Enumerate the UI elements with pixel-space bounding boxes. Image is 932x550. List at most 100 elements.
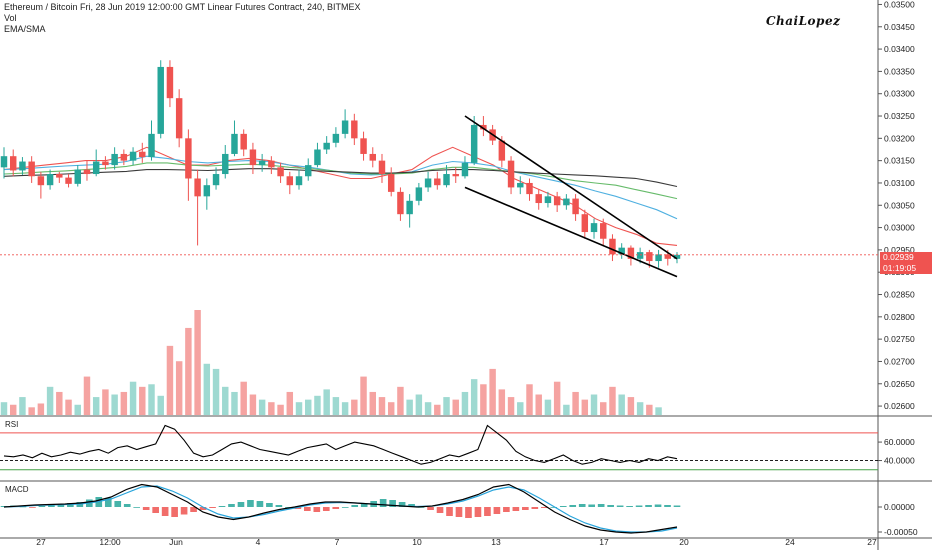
candle-body <box>572 198 579 215</box>
candle-body <box>277 167 284 177</box>
time-tick-label: 27 <box>867 537 877 547</box>
macd-histogram-bar <box>379 499 387 507</box>
macd-histogram-bar <box>654 504 662 507</box>
candle-body <box>268 160 275 168</box>
macd-histogram-bar <box>256 501 264 507</box>
volume-bar <box>166 345 174 415</box>
rsi-tick-label: 40.0000 <box>884 456 915 466</box>
macd-histogram-bar <box>645 505 652 507</box>
candle-body <box>470 124 478 163</box>
price-tick-label: 0.03350 <box>884 66 915 76</box>
macd-histogram-bar <box>474 507 482 517</box>
time-tick-label: 10 <box>412 537 422 547</box>
candle-body <box>185 138 192 179</box>
volume-bar <box>37 403 45 415</box>
volume-bar <box>314 395 321 415</box>
macd-histogram-bar <box>351 505 359 507</box>
macd-histogram-bar <box>285 507 292 508</box>
macd-histogram-bar <box>104 498 112 507</box>
volume-bar <box>65 399 72 415</box>
macd-histogram-bar <box>341 507 349 508</box>
candle-body <box>461 162 469 177</box>
volume-bar <box>212 368 220 415</box>
candle-body <box>526 182 533 195</box>
candle-body <box>387 174 395 192</box>
volume-bar <box>56 391 63 415</box>
volume-bar <box>609 386 616 415</box>
author-signature: ChaiLopez <box>766 14 841 28</box>
candle-body <box>166 66 174 99</box>
macd-histogram-bar <box>152 507 159 513</box>
volume-bar <box>120 391 128 415</box>
macd-histogram-bar <box>540 507 548 508</box>
price-tick-label: 0.03100 <box>884 178 915 188</box>
candle-body <box>341 120 349 134</box>
candle-body <box>56 174 63 178</box>
time-tick-label: 13 <box>491 537 501 547</box>
macd-histogram-bar <box>588 504 596 507</box>
volume-bar <box>397 386 404 415</box>
candle-body <box>139 151 146 158</box>
candle-body <box>535 194 542 204</box>
volume-bar <box>323 389 330 415</box>
macd-histogram-bar <box>218 506 226 507</box>
macd-histogram-bar <box>673 505 681 507</box>
volume-bar <box>305 399 312 415</box>
candle-body <box>74 169 81 184</box>
price-tick-label: 0.03000 <box>884 223 915 233</box>
volume-bar <box>157 395 164 415</box>
candle-body <box>46 174 54 186</box>
price-tick-label: 0.02800 <box>884 312 915 322</box>
macd-histogram-bar <box>436 507 444 513</box>
wedge-trendline-2 <box>464 186 678 278</box>
volume-bar <box>360 376 367 415</box>
candle-body <box>65 177 72 184</box>
time-tick-label: 4 <box>256 537 261 547</box>
macd-histogram-bar <box>522 507 529 510</box>
volume-bar <box>618 394 625 415</box>
candle-body <box>609 238 616 255</box>
macd-histogram-bar <box>266 503 273 507</box>
macd-histogram-bar <box>446 507 453 516</box>
volume-bar <box>489 368 496 415</box>
macd-histogram-bar <box>664 505 671 507</box>
wedge-trendline-1 <box>464 115 678 260</box>
macd-histogram-bar <box>142 507 150 510</box>
candle-body <box>9 156 17 171</box>
price-tick-label: 0.02850 <box>884 290 915 300</box>
volume-bar <box>517 402 524 415</box>
volume-bar <box>461 391 469 415</box>
price-tick-label: 0.03050 <box>884 200 915 210</box>
candle-body <box>203 185 211 197</box>
candle-body <box>498 140 506 161</box>
volume-bar <box>83 376 91 415</box>
price-tick-label: 0.03300 <box>884 89 915 99</box>
candle-body <box>443 174 450 186</box>
volume-bar <box>590 394 598 415</box>
time-tick-label: 24 <box>785 537 795 547</box>
volume-bar <box>434 404 441 415</box>
candle-body <box>249 149 257 166</box>
macd-histogram-bar <box>228 504 235 507</box>
volume-bar <box>102 389 109 415</box>
moving-average-line-4 <box>3 168 678 188</box>
candle-body <box>673 254 681 259</box>
candle-body <box>240 133 247 150</box>
macd-histogram-bar <box>209 507 216 508</box>
volume-bar <box>0 402 8 415</box>
macd-histogram-bar <box>304 507 311 511</box>
macd-histogram-bar <box>123 504 131 507</box>
macd-histogram-bar <box>484 507 491 516</box>
volume-bar <box>111 394 118 415</box>
candle-body <box>627 247 635 259</box>
volume-bar <box>268 402 275 415</box>
price-tick-label: 0.03150 <box>884 156 915 166</box>
candle-body <box>655 254 662 262</box>
macd-histogram-bar <box>180 507 188 515</box>
volume-bar <box>129 381 137 415</box>
macd-histogram-bar <box>29 507 36 508</box>
macd-histogram-bar <box>503 507 510 512</box>
macd-histogram-bar <box>237 502 245 507</box>
candle-body <box>415 187 423 201</box>
